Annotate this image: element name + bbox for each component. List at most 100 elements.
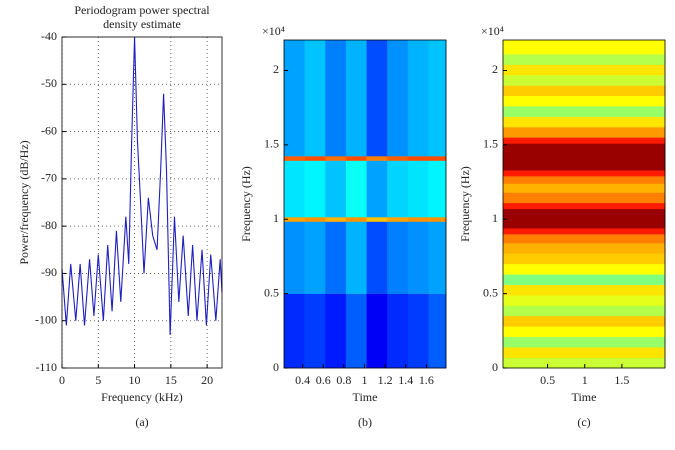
chart-title: Periodogram power spectral density estim… [74, 3, 210, 31]
heatmap-cell [503, 234, 666, 244]
heatmap-cell [407, 293, 429, 369]
x-axis-label: Time [572, 390, 597, 404]
heatmap-cell [284, 156, 305, 161]
heatmap-cell [503, 295, 666, 306]
y-tick-label: 1.5 [264, 137, 279, 151]
heatmap-cell [503, 305, 666, 317]
heatmap-cell [503, 127, 666, 138]
x-tick-label: 1.6 [419, 373, 434, 387]
heatmap-cell [284, 160, 305, 218]
x-tick-label: 20 [201, 373, 213, 387]
y-exponent-label: ×10⁴ [481, 24, 504, 38]
heatmap-cell [304, 221, 326, 294]
heatmap-cell [387, 217, 409, 222]
heatmap-cell [428, 217, 447, 222]
y-tick-label: 2 [492, 62, 498, 76]
heatmap-cell [428, 160, 447, 218]
heatmap-cell [387, 293, 409, 369]
y-exponent-label: ×10⁴ [262, 24, 285, 38]
heatmap-cell [503, 116, 666, 128]
heatmap-cell [503, 170, 666, 177]
heatmap-cell [503, 137, 666, 144]
heatmap-cell [503, 336, 666, 348]
y-tick-label: 0 [273, 360, 279, 374]
y-tick-label: -40 [41, 29, 57, 43]
heatmap-cell [345, 156, 367, 161]
heatmap-cell [503, 253, 666, 265]
y-tick-label: 0 [492, 360, 498, 374]
heatmap-cell [345, 40, 367, 157]
heatmap-cell [407, 156, 429, 161]
heatmap-cell [407, 160, 429, 218]
heatmap-cell [325, 40, 347, 157]
heatmap-cell [304, 40, 326, 157]
heatmap-cell [345, 221, 367, 294]
x-tick-label: 1.2 [378, 373, 393, 387]
heatmap-cell [304, 160, 326, 218]
heatmap-cell [366, 217, 388, 222]
heatmap-cell [387, 221, 409, 294]
y-tick-label: -50 [41, 76, 57, 90]
x-axis-label: Time [353, 390, 378, 404]
heatmap-cell [503, 95, 666, 107]
plot-frame [283, 39, 447, 369]
y-tick-label: 2 [273, 62, 279, 76]
x-tick-label: 15 [165, 373, 177, 387]
heatmap-cell [304, 156, 326, 161]
heatmap-cell [387, 40, 409, 157]
y-tick-label: -100 [35, 312, 57, 326]
x-tick-label: 0 [59, 373, 65, 387]
y-tick-label: 1 [492, 211, 498, 225]
heatmap-cell [503, 357, 666, 369]
heatmap-cell [428, 156, 447, 161]
y-tick-label: 1.5 [483, 137, 498, 151]
heatmap-cell [503, 64, 666, 76]
heatmap-cell [387, 160, 409, 218]
heatmap-cell [503, 143, 666, 171]
heatmap-cell [428, 221, 447, 294]
y-tick-label: 0.5 [483, 285, 498, 299]
heatmap-cell [503, 284, 666, 296]
heatmap-cell [366, 160, 388, 218]
caption: (c) [577, 415, 590, 429]
x-tick-label: 5 [95, 373, 101, 387]
x-tick-label: 0.6 [316, 373, 331, 387]
heatmap-cell [407, 40, 429, 157]
caption: (b) [358, 415, 372, 429]
heatmap-cell [325, 160, 347, 218]
heatmap-cell [407, 221, 429, 294]
heatmap-cell [503, 54, 666, 65]
heatmap-cell [503, 40, 666, 55]
x-axis-label: Frequency (kHz) [101, 390, 183, 404]
heatmap-cell [503, 74, 666, 86]
heatmap-cell [503, 176, 666, 184]
x-tick-label: 1.4 [398, 373, 413, 387]
y-tick-label: -60 [41, 123, 57, 137]
x-tick-label: 1 [582, 373, 588, 387]
y-tick-label: -110 [35, 360, 57, 374]
heatmap-cell [503, 228, 666, 235]
heatmap-cell [325, 156, 347, 161]
x-tick-label: 1 [361, 373, 367, 387]
y-axis-label: Frequency (Hz) [458, 166, 472, 242]
psd-line [61, 36, 223, 335]
heatmap-cell [284, 221, 305, 294]
heatmap-cell [503, 263, 666, 275]
heatmap-cell [284, 293, 305, 369]
y-axis-label: Frequency (Hz) [239, 166, 253, 242]
heatmap-cell [387, 156, 409, 161]
heatmap-cell [407, 217, 429, 222]
x-tick-label: 10 [129, 373, 141, 387]
heatmap-cell [366, 156, 388, 161]
heatmap-cell [428, 293, 447, 369]
y-tick-label: 1 [273, 211, 279, 225]
heatmap-cell [345, 160, 367, 218]
heatmap-cell [284, 40, 305, 157]
heatmap-cell [366, 40, 388, 157]
heatmap-cell [503, 274, 666, 285]
heatmap-cell [428, 40, 447, 157]
heatmap-cell [503, 326, 666, 338]
y-tick-label: -90 [41, 265, 57, 279]
heatmap-cell [284, 217, 305, 222]
